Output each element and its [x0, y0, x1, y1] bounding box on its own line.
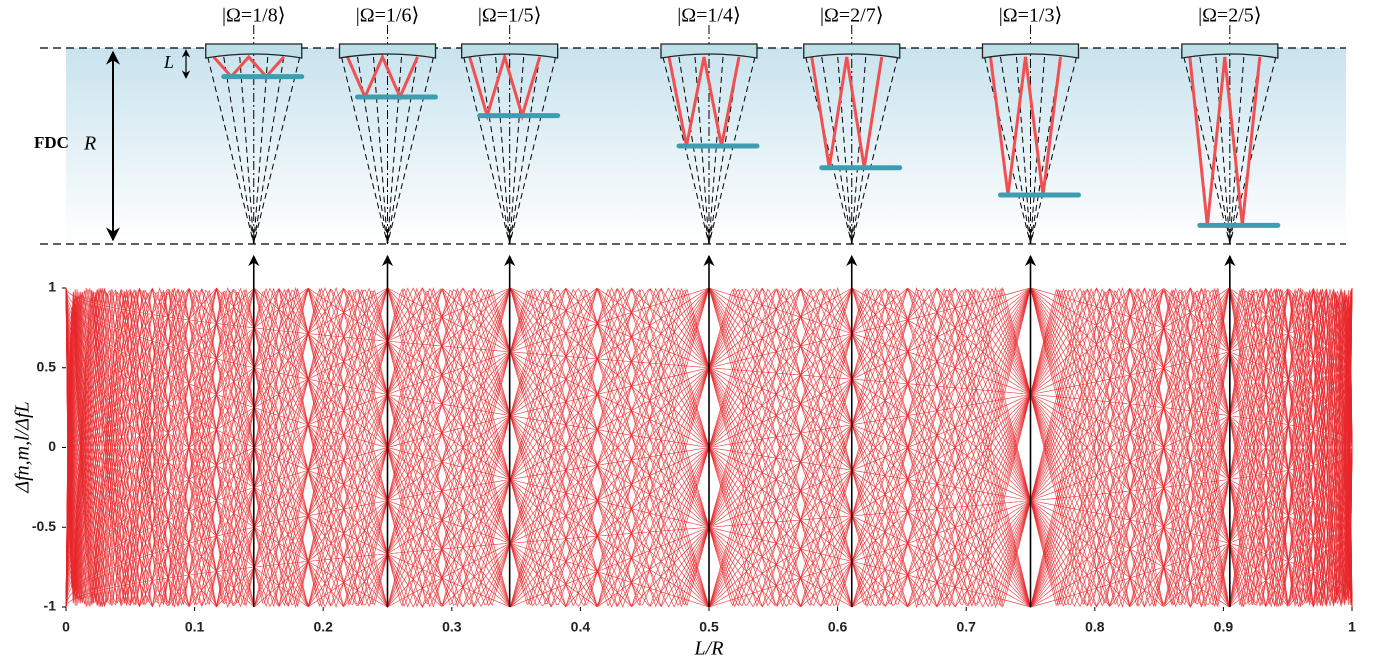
state-label: |Ω=1/6⟩: [356, 5, 420, 27]
focus-line: [495, 56, 511, 245]
state-label: |Ω=1/4⟩: [677, 5, 741, 27]
y-tick-label: -1: [44, 598, 57, 614]
y-tick-label: -0.5: [32, 518, 56, 534]
state-label: |Ω=1/3⟩: [999, 5, 1063, 27]
beam-path: [810, 56, 884, 168]
state-label: |Ω=2/5⟩: [1198, 5, 1262, 27]
beam-path: [667, 56, 741, 147]
focus-line: [387, 56, 418, 245]
focus-line: [253, 56, 285, 245]
focus-line: [253, 56, 301, 245]
x-tick-label: 1: [1348, 619, 1356, 635]
focus-line: [479, 56, 511, 245]
focus-line: [1030, 56, 1077, 245]
focus-line: [662, 56, 710, 245]
focus-line: [509, 56, 557, 245]
x-tick-label: 0.8: [1085, 619, 1105, 635]
focus-line: [373, 56, 388, 245]
state-label: |Ω=1/8⟩: [222, 5, 286, 27]
focus-line: [1016, 56, 1031, 245]
curved-mirror: [1181, 43, 1279, 59]
r-label: R: [83, 133, 96, 155]
curved-mirror: [338, 43, 437, 59]
x-tick-label: 0.7: [956, 619, 976, 635]
state-label: |Ω=1/5⟩: [478, 5, 542, 27]
x-tick-label: 0.1: [185, 619, 205, 635]
curved-mirror: [205, 43, 303, 59]
focus-line: [387, 56, 402, 245]
focus-line: [708, 56, 724, 245]
beam-path: [1188, 56, 1262, 226]
focus-line: [821, 56, 853, 245]
focus-line: [1229, 56, 1277, 245]
focus-line: [1229, 56, 1245, 245]
x-tick-label: 0.2: [313, 619, 333, 635]
focus-line: [1183, 56, 1231, 245]
y-tick-label: 0: [48, 438, 56, 454]
x-tick-label: 0.5: [699, 619, 719, 635]
focus-line: [984, 56, 1031, 245]
beam-path: [468, 51, 542, 121]
focus-line: [509, 56, 525, 245]
x-tick-label: 0.3: [442, 619, 462, 635]
focus-line: [678, 56, 710, 245]
curved-mirror: [981, 43, 1080, 59]
focus-line: [253, 56, 269, 245]
focus-line: [805, 56, 853, 245]
focus-line: [207, 56, 255, 245]
focus-line: [1000, 56, 1031, 245]
focus-line: [239, 56, 255, 245]
focus-line: [387, 56, 434, 245]
x-axis-label: L/R: [694, 638, 724, 660]
focus-line: [851, 56, 867, 245]
focus-line: [341, 56, 388, 245]
y-tick-label: 0.5: [37, 358, 57, 374]
curved-mirror: [461, 43, 559, 59]
curved-mirror: [803, 43, 901, 59]
focus-line: [708, 56, 756, 245]
x-tick-label: 0.9: [1214, 619, 1234, 635]
x-tick-label: 0: [62, 619, 70, 635]
beam-path: [212, 54, 285, 79]
focus-line: [851, 56, 899, 245]
y-axis-label: Δfn,m,l/ΔfL: [12, 401, 34, 493]
focus-line: [1229, 56, 1261, 245]
beam-path: [989, 56, 1062, 196]
x-tick-label: 0.6: [828, 619, 848, 635]
y-tick-label: 1: [48, 279, 56, 295]
l-label: L: [163, 52, 174, 72]
state-label: |Ω=2/7⟩: [820, 5, 884, 27]
focus-line: [463, 56, 511, 245]
focus-line: [223, 56, 255, 245]
beam-path: [346, 53, 419, 101]
focus-line: [1215, 56, 1231, 245]
curved-mirror: [660, 43, 758, 59]
focus-line: [837, 56, 853, 245]
x-tick-label: 0.4: [571, 619, 591, 635]
focus-line: [509, 56, 541, 245]
diagram-title: FDC: [34, 133, 69, 152]
